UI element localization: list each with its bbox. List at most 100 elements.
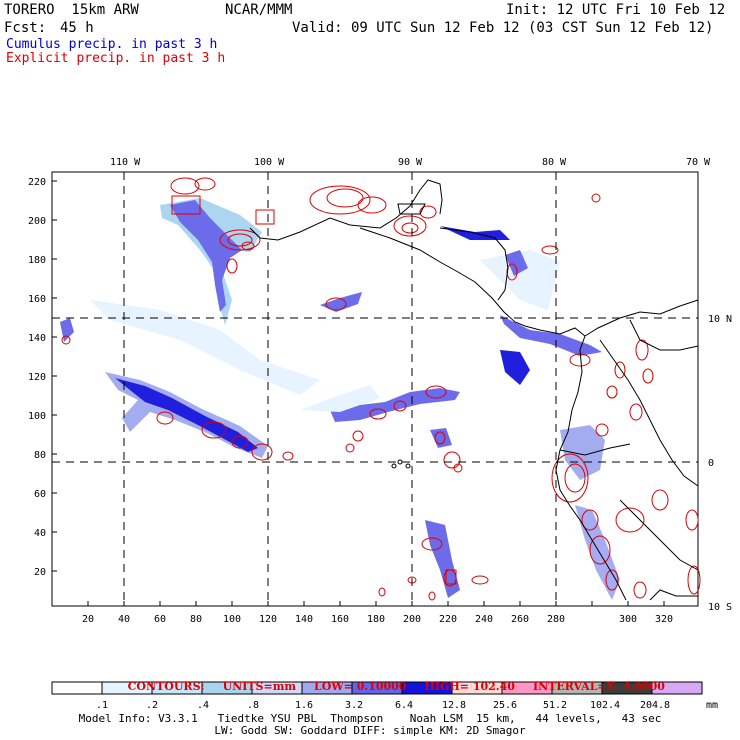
cumulus-nicaragua <box>505 250 528 276</box>
cumulus-area-nw <box>160 198 262 325</box>
colorbar-label: 12.8 <box>442 700 466 711</box>
cumulus-caribbean-light <box>480 250 560 310</box>
colorbar <box>51 681 703 695</box>
explicit-precip-label: Explicit precip. in past 3 h <box>6 51 226 66</box>
galapagos-islands <box>391 459 411 469</box>
cumulus-core-nw <box>170 200 242 312</box>
cumulus-ecuador-band <box>560 425 605 480</box>
lon-label: 80 W <box>542 157 567 168</box>
x-tick: 320 <box>655 614 673 625</box>
contour-interval: INTERVAL=X 4.0000 <box>532 680 665 693</box>
cumulus-center-light <box>300 385 380 412</box>
org-label: NCAR/MMM <box>225 2 293 18</box>
central-america <box>359 227 586 337</box>
contour-info: CONTOURS: UNITS=mm LOW= 0.10000 HIGH= 102.4… <box>120 667 683 693</box>
y-tick: 160 <box>28 294 46 305</box>
lon-label: 70 W <box>686 157 711 168</box>
colorbar-label: .8 <box>247 700 259 711</box>
y-tick: 100 <box>28 411 46 422</box>
cumulus-west-edge <box>60 318 74 342</box>
cumulus-precip-shading <box>60 198 620 600</box>
lat-label: 10 S <box>708 602 732 613</box>
x-tick: 160 <box>331 614 349 625</box>
y-tick: 60 <box>34 489 46 500</box>
south-america-north <box>584 299 699 337</box>
colorbar-label: 3.2 <box>345 700 363 711</box>
x-tick: 200 <box>403 614 421 625</box>
cumulus-galapagos-south <box>425 520 460 598</box>
lon-labels: 110 W 100 W 90 W 80 W 70 W <box>110 157 711 168</box>
colorbar-label: .1 <box>96 700 108 711</box>
y-tick: 80 <box>34 450 46 461</box>
map-frame <box>51 171 699 607</box>
y-tick: 20 <box>34 567 46 578</box>
mexico-coast <box>249 179 443 241</box>
x-tick: 140 <box>295 614 313 625</box>
cumulus-colombia-blob <box>500 350 530 385</box>
cumulus-itcz-light <box>90 300 320 395</box>
colorbar-label: .2 <box>146 700 158 711</box>
colorbar-label: .4 <box>197 700 209 711</box>
y-tick: 120 <box>28 372 46 383</box>
x-tick: 280 <box>547 614 565 625</box>
cumulus-sea-speck <box>430 428 452 448</box>
valid-time: Valid: 09 UTC Sun 12 Feb 12 (03 CST Sun … <box>292 20 714 36</box>
colorbar-unit: mm <box>706 700 718 711</box>
brazil-interior <box>649 589 698 601</box>
lat-lon-grid <box>52 172 698 606</box>
colorbar-label: 51.2 <box>543 700 567 711</box>
colorbar-label: 1.6 <box>295 700 313 711</box>
colorbar-label: 102.4 <box>590 700 620 711</box>
cumulus-central-speck <box>320 292 362 312</box>
lon-label: 110 W <box>110 157 141 168</box>
x-tick: 80 <box>190 614 202 625</box>
y-tick: 180 <box>28 255 46 266</box>
forecast-hour: 45 h <box>60 20 94 36</box>
x-tick: 220 <box>439 614 457 625</box>
x-tick: 240 <box>475 614 493 625</box>
contour-units: UNITS=mm <box>222 680 296 693</box>
cumulus-panama <box>500 315 602 356</box>
cumulus-precip-label: Cumulus precip. in past 3 h <box>6 37 218 52</box>
model-info-line1: Model Info: V3.3.1 Tiedtke YSU PBL Thomp… <box>78 712 662 725</box>
x-tick: 40 <box>118 614 130 625</box>
x-tick: 180 <box>367 614 385 625</box>
colorbar-swatch <box>51 681 103 695</box>
x-tick: 60 <box>154 614 166 625</box>
y-tick: 200 <box>28 216 46 227</box>
model-info-line2: LW: Godd SW: Goddard DIFF: simple KM: 2D… <box>214 724 526 737</box>
x-tick: 120 <box>259 614 277 625</box>
x-tick: 260 <box>511 614 529 625</box>
x-tick: 20 <box>82 614 94 625</box>
coastlines <box>249 179 699 601</box>
colorbar-label: 25.6 <box>493 700 517 711</box>
y-tick-labels: 20 40 60 80 100 120 140 160 180 200 220 <box>28 177 46 578</box>
x-tick: 100 <box>223 614 241 625</box>
ecuador-peru-border <box>559 443 631 456</box>
lat-labels: 10 N 0 10 S <box>708 314 732 613</box>
contour-high: HIGH= 102.40 <box>424 680 515 693</box>
caribbean-coast <box>439 227 509 301</box>
init-time: Init: 12 UTC Fri 10 Feb 12 <box>506 2 726 18</box>
model-title: TORERO 15km ARW <box>4 2 139 18</box>
yucatan <box>397 203 426 215</box>
venezuela-interior <box>629 319 699 351</box>
y-tick: 140 <box>28 333 46 344</box>
contour-label: CONTOURS: <box>127 680 205 693</box>
explicit-precip-contours <box>61 177 701 601</box>
colorbar-labels: .1 .2 .4 .8 1.6 3.2 6.4 12.8 25.6 51.2 1… <box>96 700 718 711</box>
colorbar-label: 6.4 <box>395 700 413 711</box>
lat-label: 0 <box>708 458 714 469</box>
colorbar-swatch <box>651 681 703 695</box>
cumulus-southwest-core <box>115 378 258 452</box>
peru-interior <box>619 499 699 571</box>
colorbar-label: 204.8 <box>640 700 670 711</box>
lon-label: 90 W <box>398 157 423 168</box>
cumulus-central-band <box>330 388 460 422</box>
lon-label: 100 W <box>254 157 285 168</box>
y-tick: 40 <box>34 528 46 539</box>
axis-ticks <box>52 180 665 606</box>
x-tick: 300 <box>619 614 637 625</box>
x-tick-labels: 20 40 60 80 100 120 140 160 180 200 220 … <box>82 614 673 625</box>
